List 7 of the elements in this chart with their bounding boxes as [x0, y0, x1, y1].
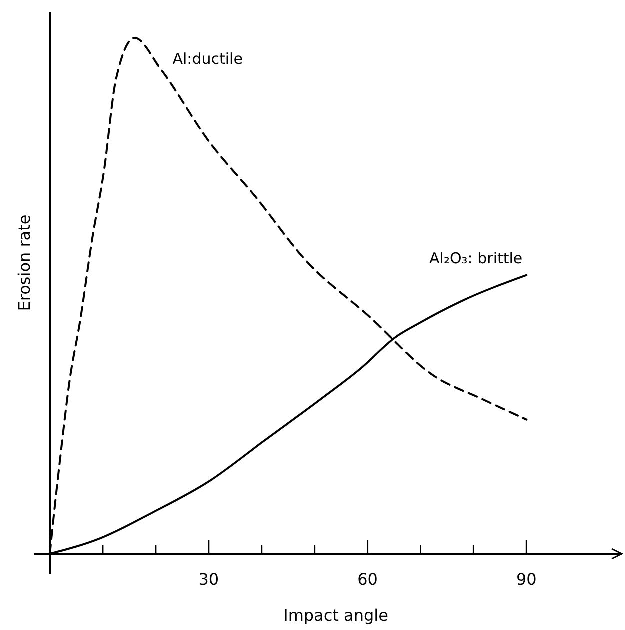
x-tick-label: 30: [198, 570, 220, 589]
series-label: Al:ductile: [172, 50, 243, 68]
series-label: Al₂O₃: brittle: [430, 249, 523, 268]
x-axis-title: Impact angle: [284, 606, 388, 625]
y-axis-title: Erosion rate: [15, 214, 34, 312]
x-tick-label: 60: [358, 570, 378, 589]
x-tick-label: 90: [516, 570, 537, 589]
